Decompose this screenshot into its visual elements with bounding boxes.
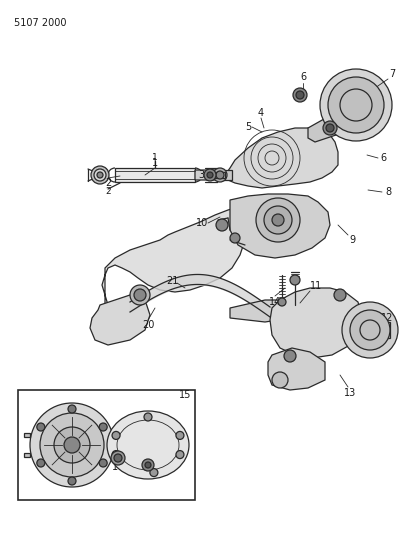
Polygon shape: [225, 128, 338, 188]
Circle shape: [142, 459, 154, 471]
Circle shape: [111, 451, 125, 465]
Polygon shape: [102, 208, 248, 315]
Text: 2: 2: [105, 188, 111, 197]
Text: 14: 14: [269, 297, 281, 307]
Text: 10: 10: [196, 218, 208, 228]
Circle shape: [54, 427, 90, 463]
Circle shape: [37, 423, 45, 431]
Polygon shape: [222, 170, 232, 180]
Circle shape: [207, 172, 213, 178]
Polygon shape: [90, 295, 150, 345]
Circle shape: [91, 166, 109, 184]
Circle shape: [256, 198, 300, 242]
Circle shape: [64, 437, 80, 453]
Polygon shape: [270, 288, 362, 358]
Polygon shape: [230, 300, 280, 322]
Text: 5: 5: [245, 122, 251, 132]
Circle shape: [342, 302, 398, 358]
Polygon shape: [210, 172, 225, 178]
Text: 19: 19: [58, 408, 70, 418]
Circle shape: [68, 477, 76, 485]
Circle shape: [30, 403, 114, 487]
Text: 1: 1: [152, 154, 158, 163]
Circle shape: [176, 450, 184, 458]
Circle shape: [216, 171, 224, 179]
Text: 11: 11: [310, 281, 322, 291]
Text: 13: 13: [344, 388, 356, 398]
Circle shape: [290, 275, 300, 285]
Circle shape: [145, 462, 151, 468]
Text: 2: 2: [105, 178, 111, 188]
Text: 5107 2000: 5107 2000: [14, 18, 67, 28]
Polygon shape: [24, 433, 30, 437]
Circle shape: [94, 169, 106, 181]
Circle shape: [114, 454, 122, 462]
Circle shape: [150, 469, 158, 477]
Text: 1: 1: [152, 158, 158, 168]
Circle shape: [296, 91, 304, 99]
Text: 18: 18: [51, 463, 63, 473]
Circle shape: [328, 77, 384, 133]
Polygon shape: [195, 170, 220, 180]
Circle shape: [334, 289, 346, 301]
Circle shape: [284, 350, 296, 362]
Text: 21: 21: [166, 276, 178, 286]
Circle shape: [97, 172, 103, 178]
Polygon shape: [24, 453, 30, 457]
Circle shape: [99, 423, 107, 431]
Text: 6: 6: [300, 72, 306, 82]
Text: 4: 4: [258, 108, 264, 118]
Circle shape: [134, 289, 146, 301]
Circle shape: [130, 285, 150, 305]
Circle shape: [213, 168, 227, 182]
Text: 3: 3: [198, 170, 204, 180]
Text: 17: 17: [112, 462, 124, 472]
Text: 9: 9: [349, 235, 355, 245]
Circle shape: [350, 310, 390, 350]
Circle shape: [216, 219, 228, 231]
Polygon shape: [308, 96, 358, 142]
Circle shape: [230, 233, 240, 243]
Circle shape: [99, 459, 107, 467]
Circle shape: [112, 450, 120, 458]
Circle shape: [323, 121, 337, 135]
Circle shape: [293, 88, 307, 102]
Text: 12: 12: [381, 313, 393, 323]
Circle shape: [320, 69, 392, 141]
Circle shape: [112, 431, 120, 439]
Circle shape: [176, 431, 184, 439]
Text: 8: 8: [385, 187, 391, 197]
Polygon shape: [268, 348, 325, 390]
Circle shape: [37, 459, 45, 467]
Circle shape: [204, 169, 216, 181]
Text: 15: 15: [179, 390, 191, 400]
Circle shape: [326, 124, 334, 132]
Circle shape: [68, 405, 76, 413]
Ellipse shape: [107, 411, 189, 479]
Polygon shape: [360, 322, 390, 338]
Circle shape: [272, 372, 288, 388]
Bar: [18, 390, 195, 500]
Circle shape: [272, 214, 284, 226]
Polygon shape: [115, 168, 195, 182]
Text: 7: 7: [389, 69, 395, 79]
Polygon shape: [230, 194, 330, 258]
Circle shape: [278, 298, 286, 306]
Text: 16: 16: [149, 462, 161, 472]
Text: 20: 20: [142, 320, 154, 330]
Circle shape: [264, 206, 292, 234]
Circle shape: [40, 413, 104, 477]
Circle shape: [144, 413, 152, 421]
Text: 6: 6: [380, 153, 386, 163]
